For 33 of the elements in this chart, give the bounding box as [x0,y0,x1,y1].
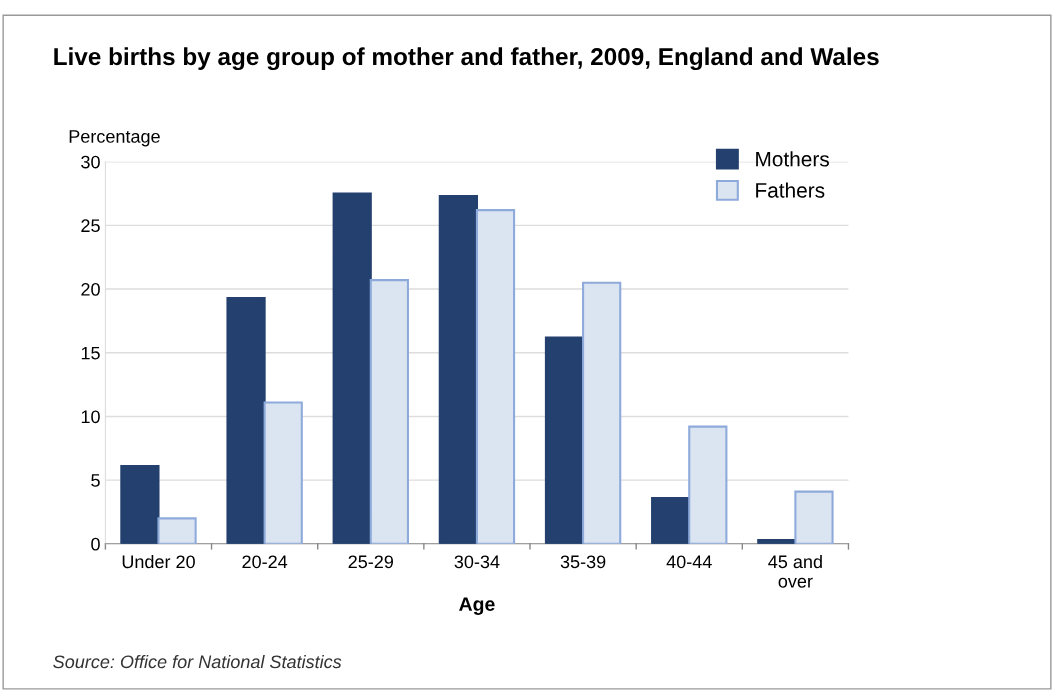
bar [794,490,834,544]
x-tick-label: 45 and over [768,554,822,588]
bar [582,281,622,544]
bar [120,465,160,544]
y-tick-label: 20 [81,283,100,296]
x-tick-label: 35-39 [560,555,606,569]
x-axis-title: Age [459,597,495,615]
x-tick-label: 20-24 [242,555,288,569]
y-tick-label: 10 [81,410,100,424]
bar [332,192,372,544]
y-axis-title: Percentage [69,130,160,147]
bar [438,195,478,544]
x-tick-label: Under 20 [122,554,195,569]
bar [263,401,303,544]
bar [226,296,266,544]
chart-title: Live births by age group of mother and father, 2009, England and Wales [54,47,879,71]
source-note: Source: Office for National Statistics [53,654,342,669]
bar [688,425,728,544]
bar [157,517,197,544]
y-tick-label: 15 [81,346,100,360]
legend-label: Mothers [756,151,829,167]
y-tick-label: 30 [81,155,100,169]
bar [475,209,516,544]
x-tick-label: 25-29 [348,555,394,569]
y-tick-label: 5 [91,474,100,487]
y-tick-label: 25 [81,219,100,233]
bar [651,496,691,544]
bar [544,336,585,544]
x-tick-label: 30-34 [454,555,500,569]
bar [369,279,409,544]
legend-label: Fathers [756,182,825,198]
y-tick-label: 0 [91,537,100,551]
x-tick-label: 40-44 [666,555,712,569]
